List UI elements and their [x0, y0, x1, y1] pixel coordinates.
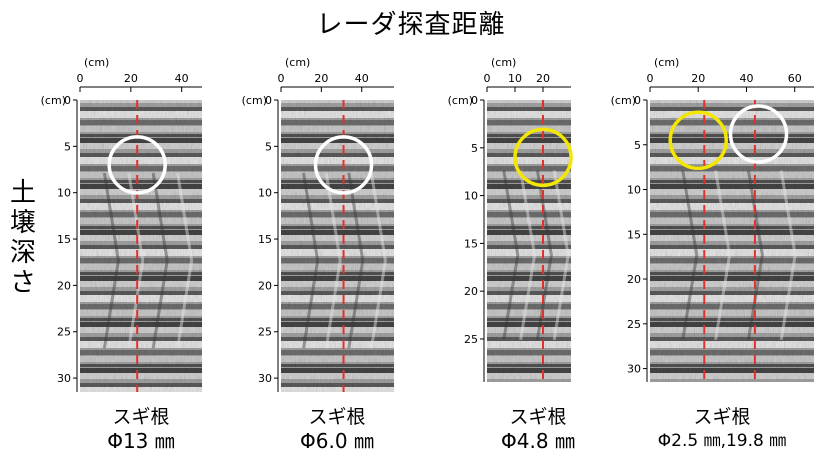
y-tick-label: 20 — [464, 285, 478, 298]
y-tick-label: 30 — [258, 372, 272, 385]
y-tick-label: 10 — [57, 187, 71, 200]
y-axis-unit: (cm) — [611, 94, 636, 107]
x-tick-label: 0 — [647, 72, 654, 85]
y-tick-label: 20 — [57, 279, 71, 292]
x-tick-label: 0 — [77, 72, 84, 85]
x-tick-label: 40 — [175, 72, 189, 85]
radargram-streak — [779, 170, 797, 340]
y-tick-label: 15 — [464, 237, 478, 250]
y-axis-label-char: 壌 — [9, 208, 36, 238]
radargram-streak — [552, 170, 570, 340]
root-detection-circle — [313, 135, 374, 195]
y-tick-label: 10 — [258, 187, 272, 200]
radargram-streak — [746, 170, 764, 340]
y-tick-label: 15 — [57, 233, 71, 246]
y-axis-label: 土 壌 深 さ — [6, 178, 40, 298]
x-tick-label: 20 — [691, 72, 705, 85]
y-axis-unit: (cm) — [448, 94, 473, 107]
radargram-streak — [127, 172, 145, 349]
caption-root-type: スギ根 — [112, 406, 170, 428]
y-tick-label: 5 — [265, 140, 272, 153]
caption-2: スギ根 Φ6.0 ㎜ — [268, 405, 406, 453]
y-tick-label: 20 — [258, 279, 272, 292]
y-tick-label: 15 — [258, 233, 272, 246]
root-detection-circle — [513, 127, 573, 188]
y-tick-label: 25 — [57, 326, 71, 339]
y-tick-label: 30 — [627, 363, 641, 376]
radargram-streak — [302, 172, 320, 349]
y-tick-label: 25 — [627, 318, 641, 331]
x-axis-unit: (cm) — [491, 56, 516, 69]
x-axis-unit: (cm) — [285, 56, 310, 69]
caption-root-diameter: Φ2.5 ㎜,19.8 ㎜ — [657, 431, 787, 451]
radargram-streak — [681, 170, 699, 340]
y-tick-label: 0 — [265, 94, 272, 107]
caption-root-type: スギ根 — [693, 406, 751, 428]
y-axis-label-char: 深 — [9, 238, 36, 268]
x-axis-unit: (cm) — [654, 56, 679, 69]
caption-root-diameter: Φ13 ㎜ — [107, 429, 175, 453]
caption-root-type: スギ根 — [308, 406, 366, 428]
y-tick-label: 5 — [64, 140, 71, 153]
radargram-streak — [714, 170, 732, 340]
caption-4: スギ根 Φ2.5 ㎜,19.8 ㎜ — [622, 405, 822, 453]
y-tick-label: 5 — [634, 139, 641, 152]
y-tick-label: 25 — [464, 333, 478, 346]
x-tick-label: 20 — [536, 72, 550, 85]
caption-root-diameter: Φ4.8 ㎜ — [501, 429, 575, 453]
caption-root-diameter: Φ6.0 ㎜ — [300, 429, 374, 453]
x-tick-label: 0 — [484, 72, 491, 85]
x-tick-label: 0 — [278, 72, 285, 85]
caption-1: スギ根 Φ13 ㎜ — [82, 405, 200, 453]
y-tick-label: 15 — [627, 228, 641, 241]
y-tick-label: 0 — [471, 94, 478, 107]
radargram-streak — [347, 172, 365, 349]
y-tick-label: 25 — [258, 326, 272, 339]
radargram-streak — [502, 170, 520, 340]
x-tick-label: 10 — [508, 72, 522, 85]
y-axis-unit: (cm) — [41, 94, 66, 107]
y-tick-label: 30 — [57, 372, 71, 385]
y-axis-label-char: さ — [9, 268, 36, 298]
y-tick-label: 10 — [627, 184, 641, 197]
y-axis-unit: (cm) — [242, 94, 267, 107]
y-tick-label: 10 — [464, 190, 478, 203]
radargram-streak — [369, 172, 387, 349]
figure-title: レーダ探査距離 — [316, 10, 506, 40]
radargram-streak — [151, 172, 169, 349]
y-tick-label: 0 — [634, 94, 641, 107]
radargram-texture — [281, 100, 394, 392]
radargram-texture — [487, 100, 571, 382]
x-tick-label: 40 — [739, 72, 753, 85]
caption-root-type: スギ根 — [509, 406, 567, 428]
y-axis-label-char: 土 — [9, 178, 36, 208]
y-tick-label: 20 — [627, 273, 641, 286]
x-tick-label: 20 — [124, 72, 138, 85]
x-tick-label: 40 — [355, 72, 369, 85]
radargram-texture — [80, 100, 202, 392]
x-axis-unit: (cm) — [84, 56, 109, 69]
radargram-streak — [519, 170, 537, 340]
y-tick-label: 0 — [64, 94, 71, 107]
caption-3: スギ根 Φ4.8 ㎜ — [474, 405, 602, 453]
root-detection-circle — [107, 135, 167, 195]
y-tick-label: 5 — [471, 142, 478, 155]
radargram-streak — [324, 172, 342, 349]
radargram-streak — [102, 172, 120, 349]
root-detection-circle — [728, 104, 789, 164]
root-detection-circle — [668, 110, 728, 171]
x-tick-label: 60 — [788, 72, 802, 85]
x-tick-label: 20 — [314, 72, 328, 85]
radargram-streak — [176, 172, 194, 349]
